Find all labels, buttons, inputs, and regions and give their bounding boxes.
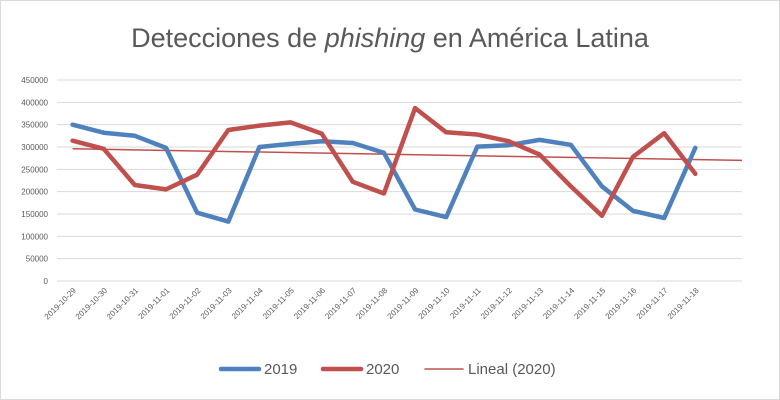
x-tick-label: 2019-11-10 <box>417 286 452 321</box>
data-point-2019 <box>132 133 137 138</box>
data-point-2020 <box>631 154 636 159</box>
x-tick-label: 2019-10-31 <box>105 286 141 322</box>
data-point-2020 <box>568 184 573 189</box>
legend-label: 2019 <box>264 361 297 378</box>
data-point-2020 <box>350 179 355 184</box>
x-tick-label: 2019-11-14 <box>541 286 576 321</box>
data-point-2020 <box>599 213 604 218</box>
data-point-2020 <box>693 171 698 176</box>
series-lines <box>70 105 698 224</box>
data-point-2019 <box>537 137 542 142</box>
data-point-2020 <box>506 139 511 144</box>
y-tick-label: 450000 <box>21 76 48 85</box>
x-tick-label: 2019-11-08 <box>354 286 389 321</box>
data-point-2020 <box>288 120 293 125</box>
chart-title: Detecciones de phishing en América Latin… <box>131 23 650 53</box>
data-point-2019 <box>631 208 636 213</box>
data-point-2020 <box>381 191 386 196</box>
legend: 2019 2020 Lineal (2020) <box>218 361 556 378</box>
chart-title-prefix: Detecciones de <box>131 23 325 53</box>
y-tick-label: 150000 <box>21 210 48 219</box>
x-tick-label: 2019-10-29 <box>43 286 79 322</box>
x-tick-label: 2019-11-16 <box>604 286 639 321</box>
y-tick-label: 350000 <box>21 121 48 130</box>
chart-title-emphasis: phishing <box>324 23 426 53</box>
x-tick-label: 2019-11-06 <box>292 286 327 321</box>
data-point-2020 <box>475 132 480 137</box>
data-point-2019 <box>381 150 386 155</box>
x-tick-label: 2019-11-13 <box>510 286 545 321</box>
data-point-2019 <box>350 140 355 145</box>
legend-label: Lineal (2020) <box>468 361 556 378</box>
x-tick-label: 2019-11-18 <box>666 286 701 321</box>
data-point-2019 <box>319 139 324 144</box>
data-point-2019 <box>413 207 418 212</box>
data-point-2019 <box>101 130 106 135</box>
data-point-2020 <box>257 123 262 128</box>
x-tick-label: 2019-11-01 <box>137 286 172 321</box>
data-point-2020 <box>132 182 137 187</box>
y-tick-label: 100000 <box>21 232 48 241</box>
data-point-2019 <box>693 145 698 150</box>
x-tick-label: 2019-11-15 <box>572 286 607 321</box>
x-tick-label: 2019-11-05 <box>261 286 296 321</box>
x-tick-label: 2019-11-12 <box>479 286 514 321</box>
data-point-2019 <box>257 145 262 149</box>
x-tick-label: 2019-11-04 <box>230 286 265 321</box>
y-tick-label: 0 <box>44 277 49 286</box>
x-tick-label: 2019-11-17 <box>635 286 670 321</box>
data-point-2019 <box>506 143 511 148</box>
data-point-2019 <box>568 142 573 147</box>
data-point-2019 <box>599 184 604 189</box>
x-tick-label: 2019-11-03 <box>199 286 234 321</box>
chart-title-suffix: en América Latina <box>425 23 650 53</box>
y-tick-label: 200000 <box>21 188 48 197</box>
data-point-2019 <box>195 210 200 215</box>
y-tick-label: 400000 <box>21 98 48 107</box>
data-point-2020 <box>537 152 542 157</box>
data-point-2020 <box>226 128 231 133</box>
y-tick-label: 50000 <box>26 255 49 264</box>
legend-label: 2020 <box>366 361 399 378</box>
y-tick-label: 250000 <box>21 165 48 174</box>
x-axis: 2019-10-292019-10-302019-10-312019-11-01… <box>43 286 701 322</box>
data-point-2019 <box>163 145 168 150</box>
data-point-2020 <box>413 106 418 111</box>
x-tick-label: 2019-11-07 <box>323 286 358 321</box>
data-point-2019 <box>226 219 231 224</box>
x-tick-label: 2019-10-30 <box>74 286 110 322</box>
data-point-2019 <box>70 122 75 127</box>
data-point-2020 <box>101 146 106 151</box>
data-point-2020 <box>195 172 200 177</box>
series-line-2019 <box>70 122 698 224</box>
data-point-2019 <box>662 216 667 221</box>
data-point-2020 <box>662 131 667 136</box>
x-tick-label: 2019-11-09 <box>386 286 421 321</box>
data-point-2020 <box>319 131 324 136</box>
x-tick-label: 2019-11-02 <box>168 286 203 321</box>
data-point-2020 <box>444 130 449 135</box>
data-point-2019 <box>475 144 480 149</box>
data-point-2019 <box>288 141 293 146</box>
data-point-2020 <box>163 187 168 192</box>
x-tick-label: 2019-11-11 <box>448 286 483 321</box>
data-point-2019 <box>444 215 449 220</box>
y-tick-label: 300000 <box>21 143 48 152</box>
y-axis: 0 50000 100000 150000 200000 250000 300000 3500… <box>21 76 48 286</box>
data-point-2020 <box>70 138 75 143</box>
